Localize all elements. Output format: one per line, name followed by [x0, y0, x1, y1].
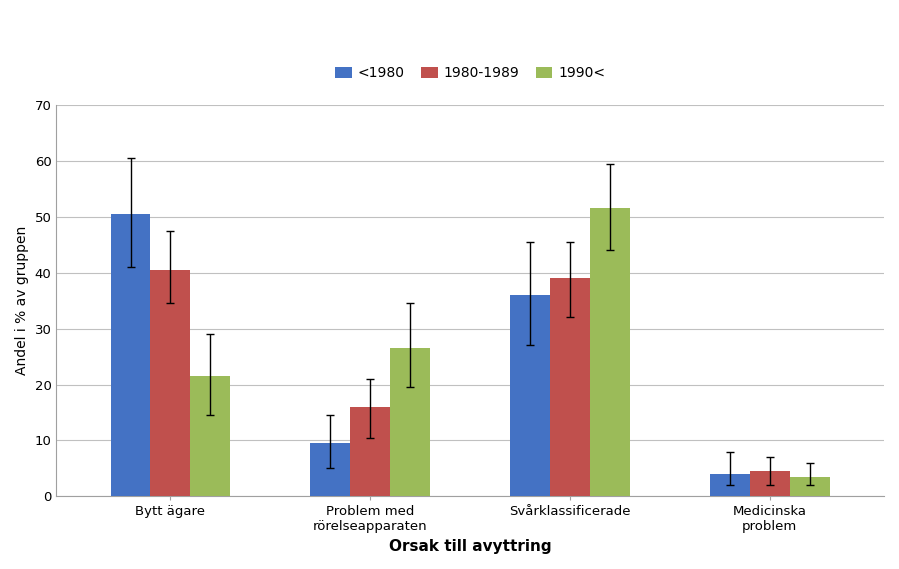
- Legend: <1980, 1980-1989, 1990<: <1980, 1980-1989, 1990<: [330, 61, 610, 86]
- Bar: [310, 443, 351, 496]
- Bar: [790, 477, 830, 496]
- Y-axis label: Andel i % av gruppen: Andel i % av gruppen: [15, 226, 29, 375]
- Bar: [191, 376, 230, 496]
- Bar: [111, 214, 150, 496]
- Bar: [710, 474, 750, 496]
- Bar: [550, 278, 590, 496]
- Bar: [150, 270, 191, 496]
- Bar: [590, 208, 630, 496]
- Bar: [750, 471, 790, 496]
- Bar: [390, 348, 431, 496]
- X-axis label: Orsak till avyttring: Orsak till avyttring: [389, 539, 551, 554]
- Bar: [510, 295, 550, 496]
- Bar: [351, 407, 390, 496]
